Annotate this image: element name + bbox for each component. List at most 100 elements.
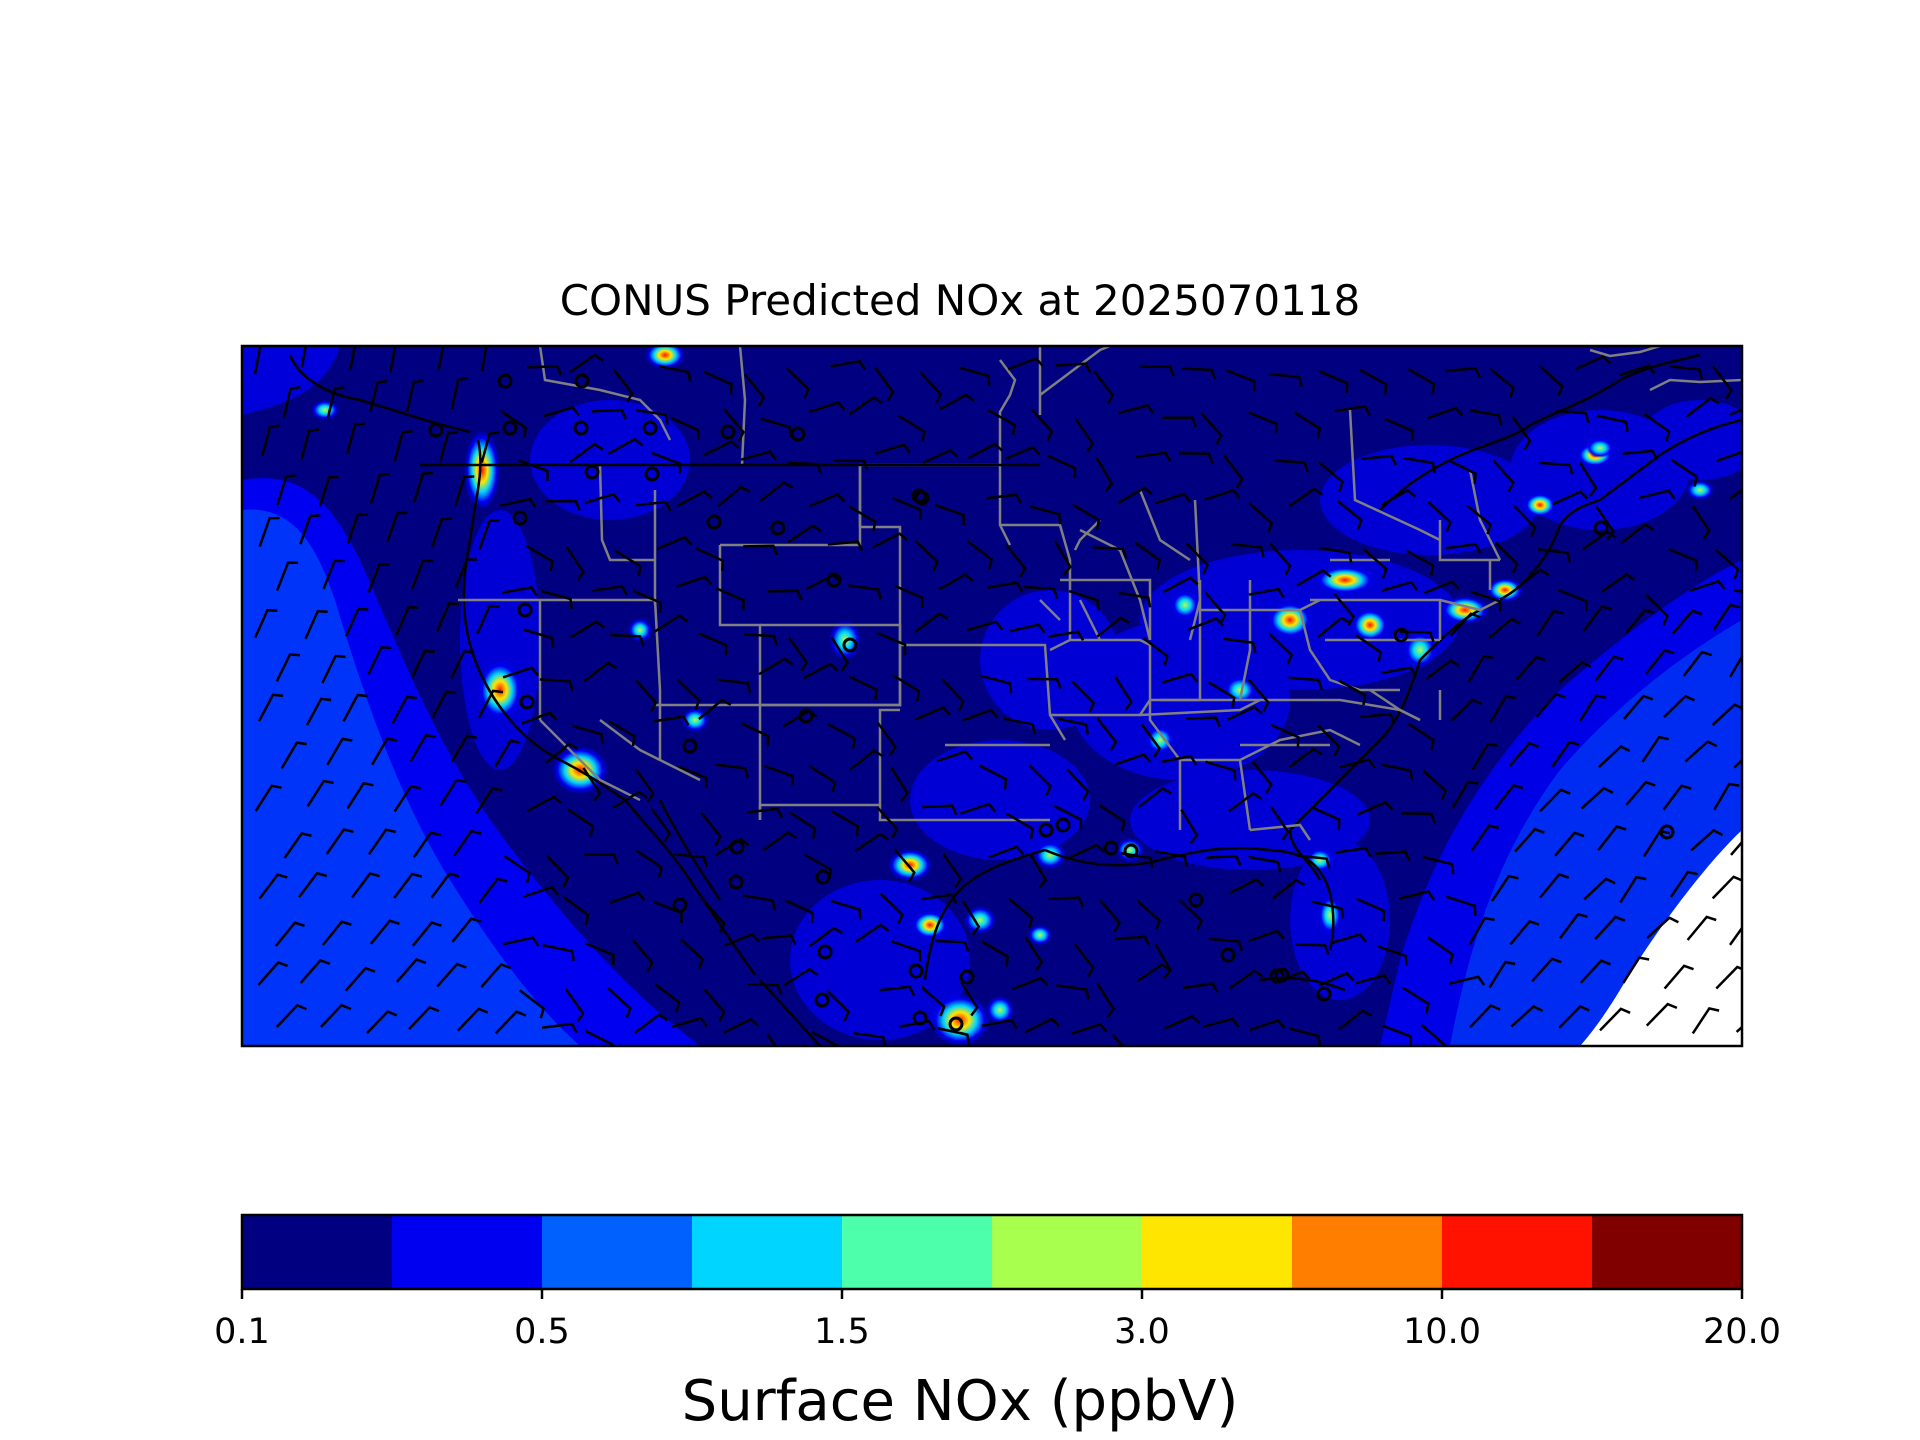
wind-barb [1226, 705, 1263, 721]
wind-barb [1470, 824, 1499, 852]
wind-barb [1111, 1033, 1124, 1046]
wind-barb [526, 795, 563, 813]
wind-barb [827, 540, 864, 552]
wind-barb [934, 939, 970, 953]
wind-barb [1515, 568, 1550, 590]
station-circle [1038, 822, 1054, 838]
wind-barb [1009, 623, 1046, 634]
wind-barb [1178, 451, 1214, 464]
no-data-region [1580, 830, 1742, 1046]
wind-barb [1185, 542, 1209, 575]
wind-barb [934, 503, 966, 526]
wind-barb [967, 442, 1004, 460]
wind-barb [1339, 758, 1376, 769]
wind-barb [787, 461, 822, 475]
wind-barb [987, 409, 1016, 435]
wind-barb [494, 1010, 527, 1035]
wind-barb [1223, 637, 1257, 653]
wind-barb [539, 678, 574, 692]
wind-barb [1711, 875, 1742, 900]
wind-barb [653, 900, 683, 923]
station-circle [512, 510, 528, 526]
wind-barb [962, 708, 999, 722]
wind-barb [658, 364, 692, 383]
wind-barb [1598, 745, 1631, 769]
pacific-inner-plume [242, 509, 580, 1046]
wind-barb [369, 472, 390, 504]
wind-barb [1554, 831, 1585, 857]
wind-barb [1620, 523, 1655, 544]
wind-barb [809, 401, 846, 413]
wind-barb [1645, 1002, 1678, 1027]
wind-barb [1669, 365, 1704, 380]
station-circle [1055, 817, 1071, 833]
wind-barb [1162, 672, 1199, 684]
wind-barb [325, 828, 354, 855]
wind-barb [1690, 828, 1724, 852]
wind-barb [543, 406, 580, 418]
station-circle [1220, 947, 1236, 963]
wind-barb [1509, 919, 1540, 946]
wind-barb [635, 500, 672, 512]
wind-barb [395, 605, 419, 636]
wind-barb [959, 981, 979, 1017]
wind-barb [1380, 666, 1417, 677]
station-circle [1123, 843, 1139, 859]
wind-barb [717, 485, 751, 508]
wind-barb [1422, 769, 1447, 801]
wind-barb [1096, 983, 1116, 1018]
wind-barb [1728, 925, 1742, 946]
wind-barb [1538, 365, 1564, 396]
wind-barb [1048, 896, 1085, 908]
wind-barb [453, 829, 482, 857]
wind-barb [848, 675, 878, 700]
wind-barb [563, 896, 590, 926]
wind-barb [436, 602, 460, 632]
wind-barb [1671, 609, 1703, 635]
wind-barb [761, 934, 797, 946]
wind-barb [436, 962, 467, 988]
wind-barb [1118, 591, 1152, 608]
wind-barb [677, 489, 713, 507]
wind-barb [1513, 505, 1537, 538]
wind-barb [1222, 454, 1244, 489]
station-circle [798, 708, 814, 724]
wind-barb [1578, 461, 1598, 497]
wind-barb [569, 353, 604, 374]
station-circle [574, 373, 590, 389]
wind-barb [1207, 681, 1236, 708]
wind-barb [1068, 843, 1105, 859]
wind-barb [1471, 742, 1499, 771]
station-circle [770, 520, 786, 536]
wind-barb [344, 966, 376, 992]
wind-barb [1595, 505, 1615, 541]
wind-barb [783, 967, 819, 987]
wind-barb [322, 559, 345, 590]
wind-barb [258, 516, 280, 548]
wind-barb [632, 589, 662, 613]
wind-barb [1268, 633, 1293, 665]
wind-barb [1335, 846, 1372, 858]
wind-barb [767, 589, 803, 601]
wind-barb [280, 741, 307, 770]
wind-barb [1407, 367, 1436, 395]
wind-barb [848, 505, 877, 532]
wind-barb [1248, 855, 1282, 873]
wind-barb [412, 471, 433, 503]
wind-barb [450, 376, 469, 410]
colorbar-tick-label: 3.0 [1114, 1312, 1170, 1352]
wind-barb [1056, 984, 1090, 1000]
wind-barb [1026, 677, 1062, 690]
wind-barb [1337, 500, 1363, 530]
wind-barb [1007, 357, 1044, 371]
wind-barb [1142, 637, 1169, 667]
wind-barb [409, 733, 436, 762]
wind-barb [1225, 369, 1256, 392]
wind-barb [1228, 791, 1263, 813]
wind-barb [1012, 976, 1049, 991]
wind-barb [1402, 986, 1430, 1014]
wind-barb [1296, 854, 1331, 869]
wind-barb [1427, 406, 1464, 420]
wind-barb [1402, 456, 1436, 473]
wind-barb [1449, 612, 1481, 637]
